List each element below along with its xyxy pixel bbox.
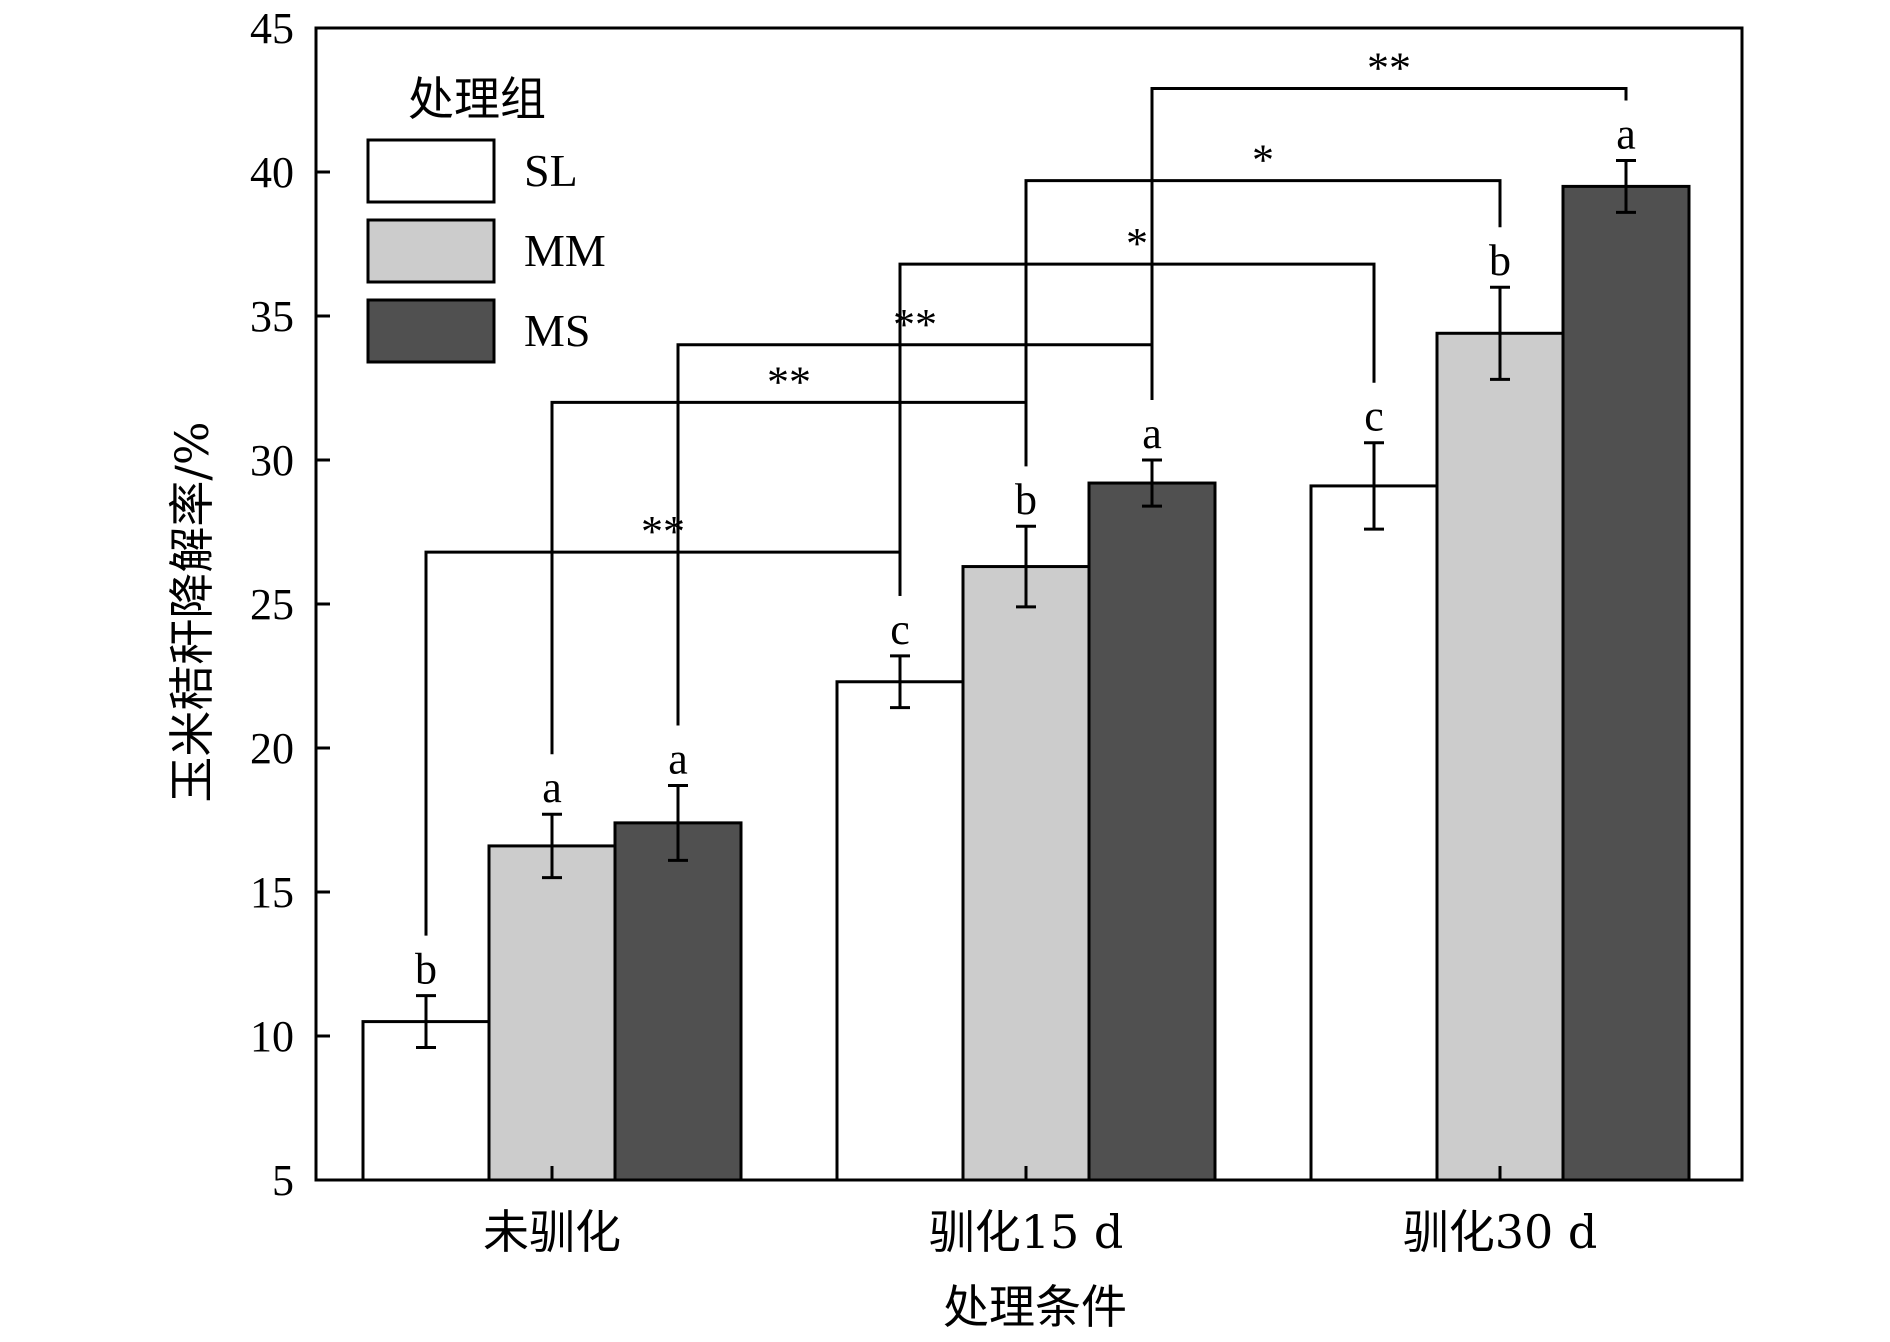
bar <box>613 821 743 1182</box>
legend: 处理组 SL MM MS <box>366 72 606 364</box>
significance-letter: c <box>1364 392 1384 441</box>
y-tick-label: 25 <box>250 580 294 629</box>
significance-bracket <box>1150 86 1628 400</box>
significance-letter: b <box>1015 475 1037 524</box>
y-tick-label: 20 <box>250 724 294 773</box>
legend-label: SL <box>524 145 578 196</box>
x-axis-title: 处理条件 <box>943 1280 1127 1334</box>
significance-letters: b c c a b b a a a <box>415 109 1636 993</box>
bar <box>1309 484 1439 1182</box>
y-tick-label: 5 <box>272 1156 294 1205</box>
bar <box>1561 184 1691 1182</box>
x-tick-label: 驯化15 d <box>929 1205 1124 1259</box>
y-tick-label: 15 <box>250 868 294 917</box>
y-axis: 5 10 15 20 25 30 35 40 45 <box>250 4 330 1205</box>
significance-bracket <box>898 262 1376 596</box>
legend-label: MM <box>524 225 606 276</box>
significance-letter: a <box>542 763 562 812</box>
significance-letter: a <box>1616 109 1636 158</box>
bar <box>835 680 965 1182</box>
legend-swatch <box>366 298 496 364</box>
significance-stars: ** <box>1367 43 1411 92</box>
significance-letter: a <box>668 734 688 783</box>
y-tick-label: 45 <box>250 4 294 53</box>
significance-stars: ** <box>767 357 811 406</box>
y-tick-label: 30 <box>250 436 294 485</box>
x-tick-label: 未驯化 <box>483 1205 621 1259</box>
significance-stars: * <box>1126 219 1148 268</box>
y-axis-title: 玉米秸秆降解率/% <box>165 421 219 802</box>
y-tick-label: 40 <box>250 148 294 197</box>
legend-swatch <box>366 218 496 284</box>
x-axis: 未驯化 驯化15 d 驯化30 d <box>483 1166 1597 1259</box>
significance-bracket <box>1024 179 1502 467</box>
y-tick-label: 35 <box>250 292 294 341</box>
x-tick-label: 驯化30 d <box>1403 1205 1598 1259</box>
significance-letter: c <box>890 605 910 654</box>
significance-brackets: ********** <box>424 43 1628 936</box>
legend-title: 处理组 <box>408 72 546 126</box>
significance-letter: b <box>415 945 437 994</box>
bar <box>1435 331 1565 1182</box>
legend-swatch <box>366 138 496 204</box>
bar <box>961 565 1091 1182</box>
significance-letter: a <box>1142 409 1162 458</box>
bar <box>487 844 617 1182</box>
bar <box>1087 481 1217 1182</box>
significance-stars: * <box>1252 136 1274 185</box>
y-tick-label: 10 <box>250 1012 294 1061</box>
legend-label: MS <box>524 305 590 356</box>
significance-letter: b <box>1489 236 1511 285</box>
error-bars <box>416 158 1636 1050</box>
